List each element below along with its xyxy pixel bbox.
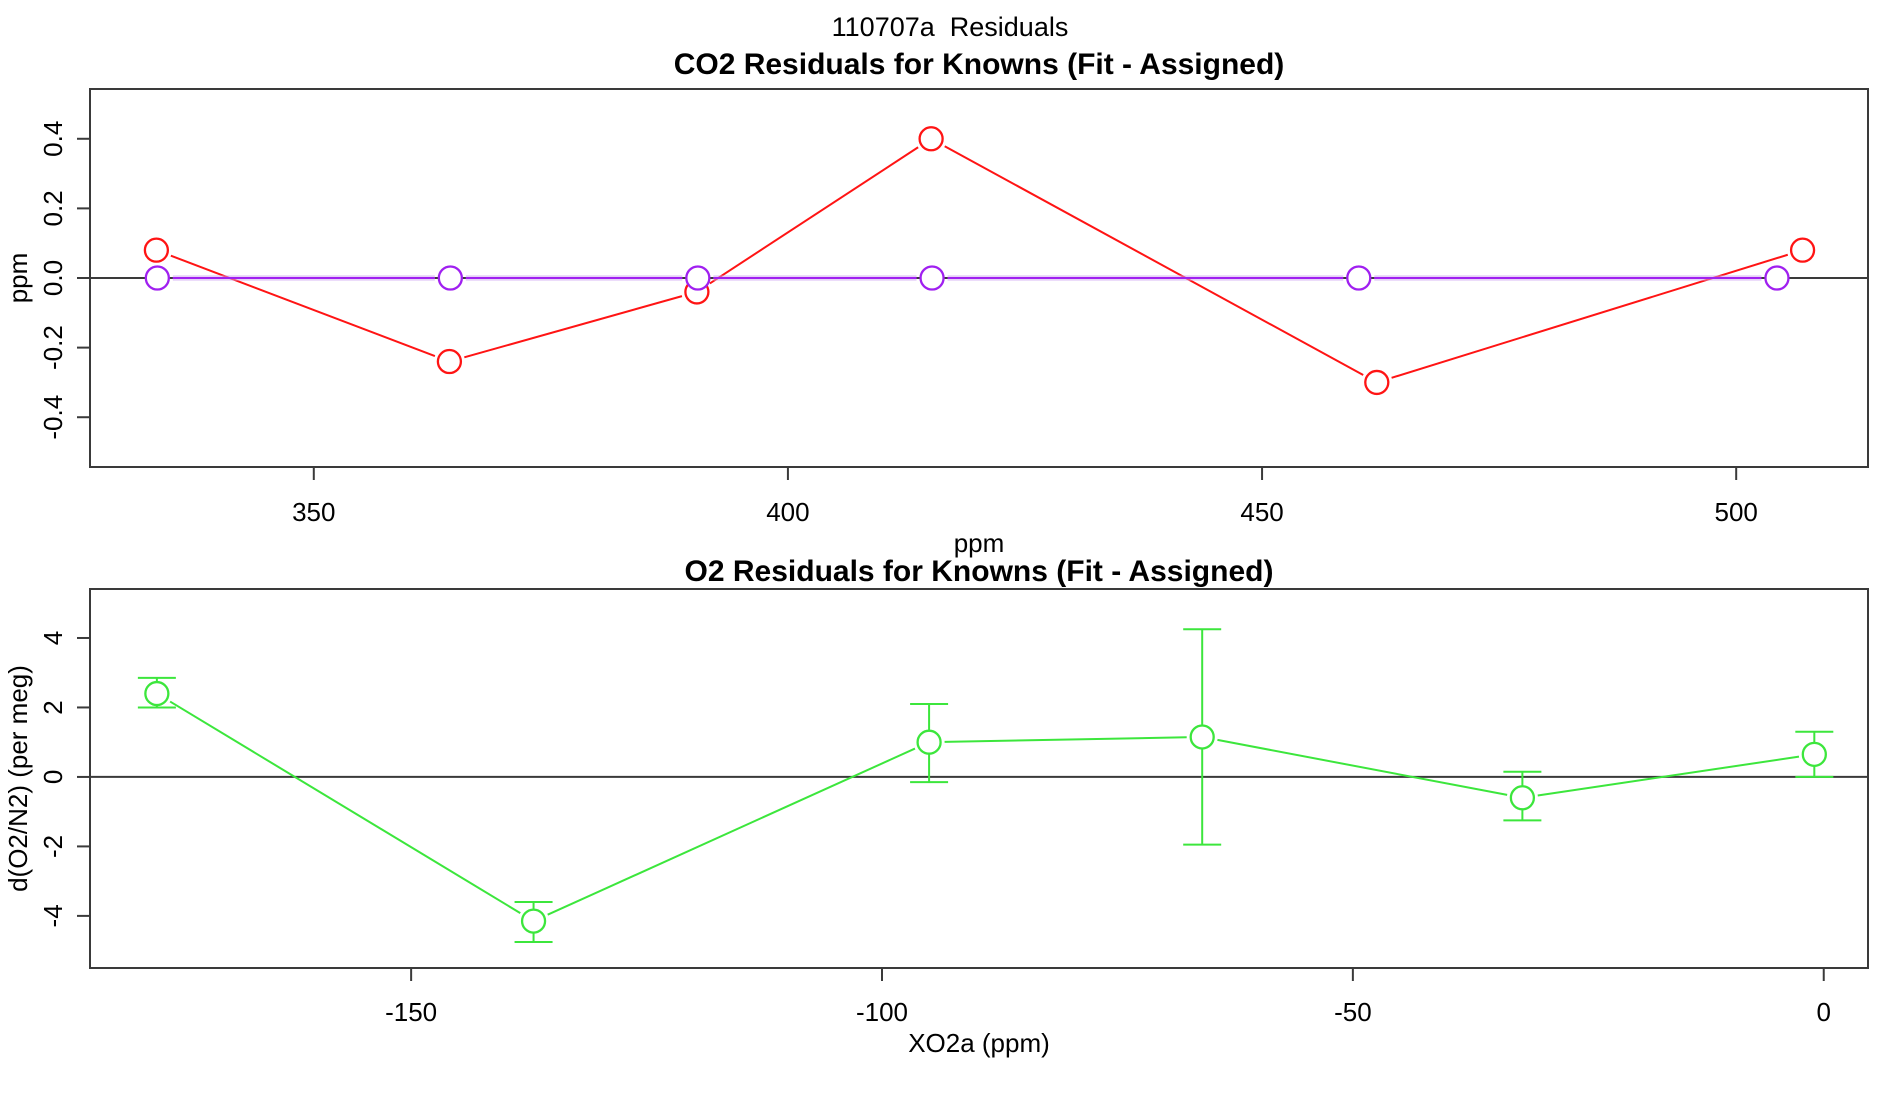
co2-residual-fit-purple-point [685, 265, 711, 291]
main-title: 110707a Residuals [831, 12, 1069, 42]
x-tick-label: -100 [856, 997, 908, 1027]
y-tick-label: 4 [38, 631, 68, 645]
x-tick-label: 0 [1817, 997, 1831, 1027]
y-tick-label: 0.0 [38, 260, 68, 296]
co2-residual-fit-purple-point [1764, 265, 1790, 291]
co2-residual-fit-purple-point [144, 265, 170, 291]
plot-box [89, 588, 1869, 969]
o2-residual-green-point [1509, 785, 1536, 811]
o2-residual-green-point [144, 680, 170, 707]
x-tick-label: 350 [292, 497, 335, 527]
co2-residual-red-line [1391, 253, 1789, 379]
x-tick-label: -50 [1334, 997, 1372, 1027]
y-tick-label: 0.4 [38, 121, 68, 157]
co2-residual-fit-purple-point [1346, 265, 1372, 291]
co2-residual-fit-purple-point [919, 265, 945, 291]
panel-title: O2 Residuals for Knowns (Fit - Assigned) [685, 555, 1274, 588]
o2-residual-green-point [520, 908, 547, 934]
o2-residual-green-point [1189, 724, 1215, 750]
co2-residual-red-point [918, 126, 944, 152]
y-tick-label: 2 [38, 700, 68, 714]
co2-residual-red-point [1789, 237, 1816, 263]
y-tick-label: 0.2 [38, 190, 68, 226]
co2-residual-red-point [143, 237, 170, 263]
co2-residual-red-point [1364, 369, 1390, 396]
panel-title: CO2 Residuals for Knowns (Fit - Assigned… [674, 48, 1285, 81]
y-axis-label: ppm [3, 253, 33, 304]
co2-residual-red-line [709, 146, 919, 285]
o2-residual-green-line [169, 700, 521, 914]
x-axis-label: XO2a (ppm) [908, 1028, 1050, 1058]
x-tick-label: 500 [1714, 497, 1757, 527]
x-tick-label: 450 [1240, 497, 1283, 527]
y-tick-label: -4 [38, 904, 68, 927]
co2-residual-red-line [464, 295, 683, 359]
o2-residual-green-point [1801, 741, 1827, 768]
co2-residual-red-line [170, 254, 436, 357]
co2-residual-red-line [944, 145, 1364, 376]
o2-residual-green-line [1217, 738, 1508, 796]
x-tick-label: -150 [385, 997, 437, 1027]
y-tick-label: 0 [38, 770, 68, 784]
x-tick-label: 400 [766, 497, 809, 527]
o2-residual-green-point [916, 729, 942, 755]
o2-residual-green-line [547, 747, 916, 916]
y-tick-label: -0.2 [38, 325, 68, 370]
co2-residual-red-point [436, 348, 463, 375]
y-axis-label: d(O2/N2) (per meg) [3, 665, 33, 892]
y-tick-label: -0.4 [38, 395, 68, 440]
y-tick-label: -2 [38, 835, 68, 858]
x-axis-label: ppm [954, 528, 1005, 558]
o2-residual-green-line [1537, 755, 1800, 797]
o2-residual-green-line [944, 736, 1187, 743]
co2-residual-fit-purple-point [437, 265, 463, 291]
